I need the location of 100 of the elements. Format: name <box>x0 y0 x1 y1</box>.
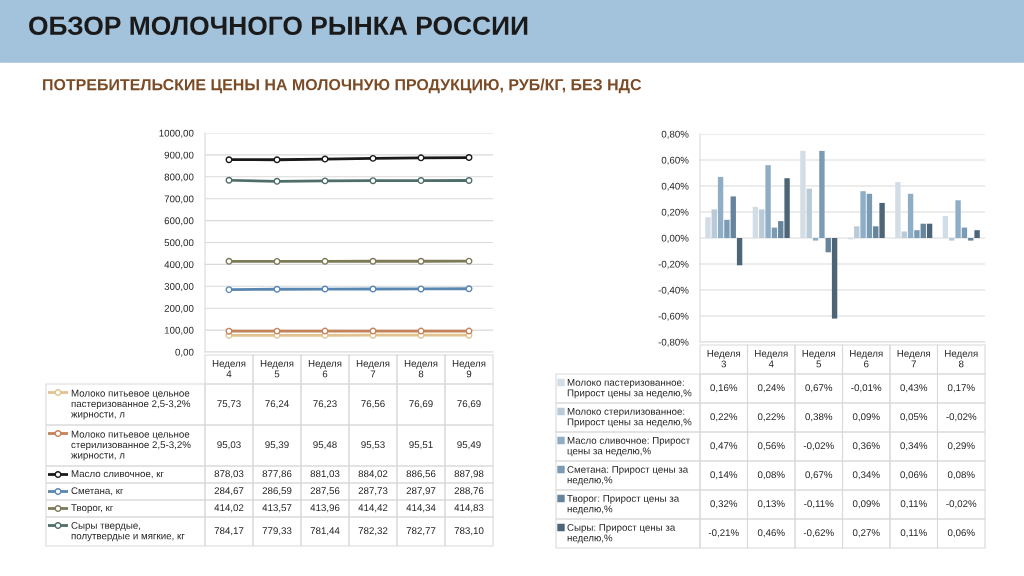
data-label: 0,08% <box>757 471 785 480</box>
data-label: 887,98 <box>454 470 484 479</box>
data-label: 76,69 <box>457 400 481 409</box>
legend-label: Творог, кг <box>71 504 114 514</box>
bar <box>724 219 730 238</box>
data-label: 781,44 <box>310 527 340 536</box>
data-label: 0,46% <box>757 529 785 538</box>
y-tick-label: 0,00 <box>175 348 194 357</box>
data-label: -0,02% <box>946 413 977 422</box>
point <box>369 257 377 265</box>
data-label: -0,62% <box>803 529 834 538</box>
bar <box>752 206 759 238</box>
data-label: 0,32% <box>710 500 738 509</box>
point <box>465 154 473 162</box>
point <box>225 176 233 184</box>
data-label: 886,56 <box>406 470 436 479</box>
x-tick-label: Неделя 6 <box>308 360 342 378</box>
data-label: 287,56 <box>310 487 340 496</box>
data-label: 784,17 <box>214 527 244 536</box>
bar <box>949 238 955 241</box>
bar <box>920 223 926 238</box>
x-tick-label: Неделя 9 <box>452 360 486 378</box>
data-label: 783,10 <box>454 527 484 536</box>
data-label: 75,73 <box>217 400 241 409</box>
data-label: 0,22% <box>757 413 785 422</box>
legend-label: Сыры: Прирост цены за неделю,% <box>567 523 676 544</box>
x-tick-label: Неделя 3 <box>707 350 741 368</box>
data-label: 95,51 <box>409 441 433 450</box>
data-label: 76,23 <box>313 400 337 409</box>
bar <box>942 215 949 238</box>
y-tick-label: 100,00 <box>164 326 194 335</box>
data-label: 287,97 <box>406 487 436 496</box>
data-label: 782,32 <box>358 527 388 536</box>
data-label: 0,34% <box>900 442 928 451</box>
chart-title: ОБЗОР МОЛОЧНОГО РЫНКА РОССИИ <box>29 16 528 36</box>
bar <box>831 238 838 319</box>
data-label: 414,83 <box>454 504 484 513</box>
legend-label: Масло сливочное, кг <box>71 470 164 479</box>
point <box>273 327 281 335</box>
data-label: 782,77 <box>406 527 436 536</box>
point <box>369 177 377 185</box>
bar <box>730 196 736 238</box>
data-label: 95,53 <box>361 441 385 450</box>
data-label: 0,34% <box>852 471 880 480</box>
legend-label: Молоко питьевое цельное стерилизованное 2,5-3,2% жирности, л <box>71 430 191 461</box>
bar <box>914 230 920 238</box>
point <box>225 286 233 294</box>
bar <box>806 188 812 238</box>
bar <box>825 238 831 253</box>
data-label: 95,39 <box>265 441 289 450</box>
bar <box>800 150 806 238</box>
data-label: 0,11% <box>900 529 927 538</box>
data-label: 76,69 <box>409 400 433 409</box>
x-tick-label: Неделя 5 <box>802 350 836 368</box>
legend-label: Молоко питьевое цельное пастеризованное 2,5-3,2% жирности, л <box>71 389 191 420</box>
data-label: 0,11% <box>900 500 927 509</box>
y-tick-label: 500,00 <box>164 239 194 248</box>
legend-label: Сметана, кг <box>71 487 124 496</box>
point <box>417 257 425 265</box>
point <box>369 154 377 162</box>
data-label: 877,86 <box>262 470 292 479</box>
data-label: 779,33 <box>262 527 292 536</box>
data-label: 884,02 <box>358 470 388 479</box>
x-tick-label: Неделя 5 <box>260 360 294 378</box>
data-label: 0,67% <box>805 384 833 393</box>
data-label: -0,21% <box>708 529 739 538</box>
data-label: 0,27% <box>852 529 880 538</box>
data-label: 0,22% <box>710 413 738 422</box>
bar <box>860 191 866 238</box>
bar <box>778 221 784 238</box>
data-label: 0,05% <box>900 413 928 422</box>
bar <box>765 165 771 238</box>
point <box>417 177 425 185</box>
bar <box>736 238 743 266</box>
point <box>225 327 233 335</box>
point <box>273 177 281 185</box>
data-label: 288,76 <box>454 487 484 496</box>
point <box>225 156 233 164</box>
data-label: 0,16% <box>710 384 738 393</box>
data-label: 0,08% <box>947 471 975 480</box>
bar <box>705 217 711 238</box>
bar <box>711 209 717 238</box>
y-tick-label: 0,80% <box>661 130 689 139</box>
data-label: 95,49 <box>457 441 481 450</box>
y-tick-label: 300,00 <box>164 283 194 292</box>
bar <box>854 226 860 238</box>
y-tick-label: -0,60% <box>658 312 689 321</box>
data-label: 0,47% <box>710 442 738 451</box>
x-tick-label: Неделя 8 <box>945 350 978 368</box>
data-label: 0,09% <box>852 413 880 422</box>
data-label: 0,17% <box>947 384 975 393</box>
legend-label: Творог: Прирост цены за неделю,% <box>567 495 680 515</box>
bar <box>717 176 724 238</box>
legend-label: Масло сливочное: Прирост цены за неделю,% <box>567 437 691 457</box>
y-tick-label: -0,80% <box>658 338 689 347</box>
data-label: 878,03 <box>214 470 244 479</box>
data-label: -0,02% <box>946 500 977 509</box>
data-label: 881,03 <box>310 470 340 479</box>
data-label: 413,57 <box>262 504 292 513</box>
data-label: 0,56% <box>757 442 785 451</box>
